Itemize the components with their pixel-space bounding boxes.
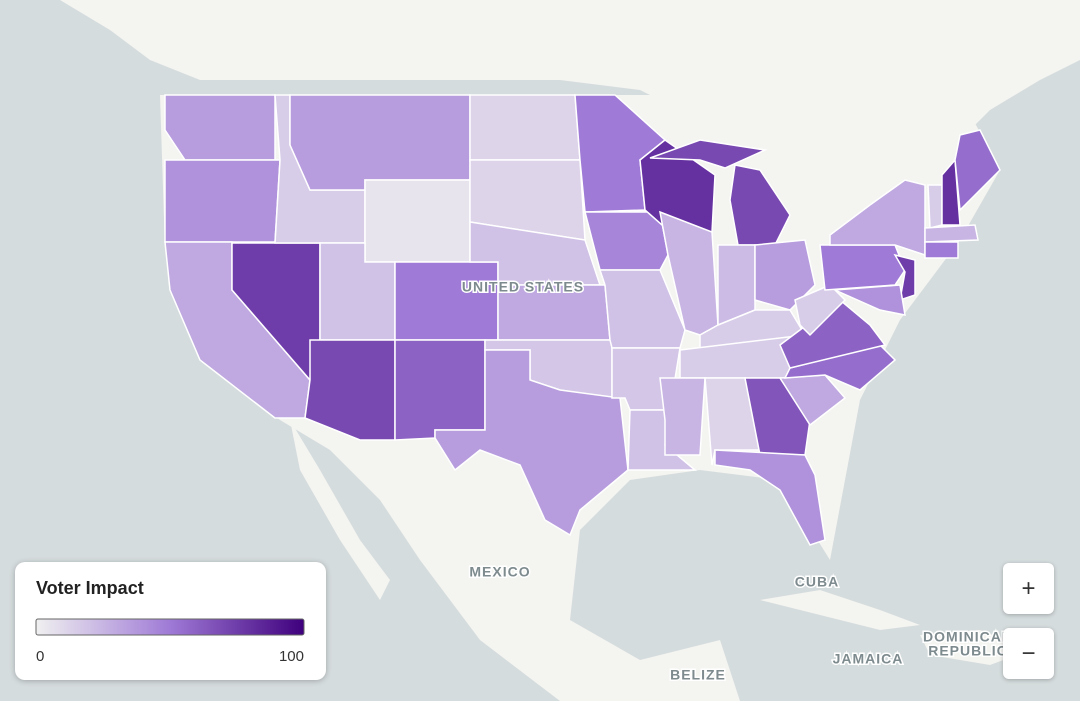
state-region xyxy=(289,94,471,191)
state-region xyxy=(954,129,1001,212)
state-region xyxy=(364,179,471,263)
place-label: CUBA xyxy=(795,574,839,590)
place-label: MEXICO xyxy=(469,564,530,580)
state-region xyxy=(927,184,943,229)
legend: Voter Impact 0 100 xyxy=(15,562,326,680)
legend-graphic: Voter Impact 0 100 xyxy=(35,578,305,665)
legend-tick-label: 100 xyxy=(279,648,304,665)
place-label: JAMAICA xyxy=(833,651,904,667)
state-region xyxy=(924,241,959,259)
state-region xyxy=(714,449,826,546)
legend-tick-label: 0 xyxy=(36,648,44,665)
place-label: DOMINICAN xyxy=(923,629,1013,645)
legend-ramp xyxy=(35,618,305,636)
hispaniola-land xyxy=(920,630,1030,665)
state-region xyxy=(394,339,486,441)
state-region xyxy=(394,261,499,341)
cuba-land xyxy=(760,590,920,630)
zoom-out-button[interactable]: − xyxy=(1003,628,1054,679)
state-region xyxy=(893,253,916,302)
place-label: REPUBLIC xyxy=(928,643,1008,659)
state-region xyxy=(834,284,906,316)
state-region xyxy=(469,94,581,161)
baja-land xyxy=(290,420,390,600)
place-label: BELIZE xyxy=(670,667,726,683)
state-region xyxy=(659,377,706,456)
state-region xyxy=(164,159,281,243)
state-region xyxy=(164,94,276,161)
state-region xyxy=(924,224,979,243)
legend-title: Voter Impact xyxy=(36,578,144,598)
state-region xyxy=(819,244,906,291)
place-label: UNITED STATES xyxy=(462,279,584,295)
state-region xyxy=(434,349,629,537)
state-region xyxy=(941,158,961,226)
state-region xyxy=(584,211,669,271)
state-region xyxy=(829,179,926,257)
zoom-in-button[interactable]: + xyxy=(1003,563,1054,614)
state-region xyxy=(704,377,761,466)
